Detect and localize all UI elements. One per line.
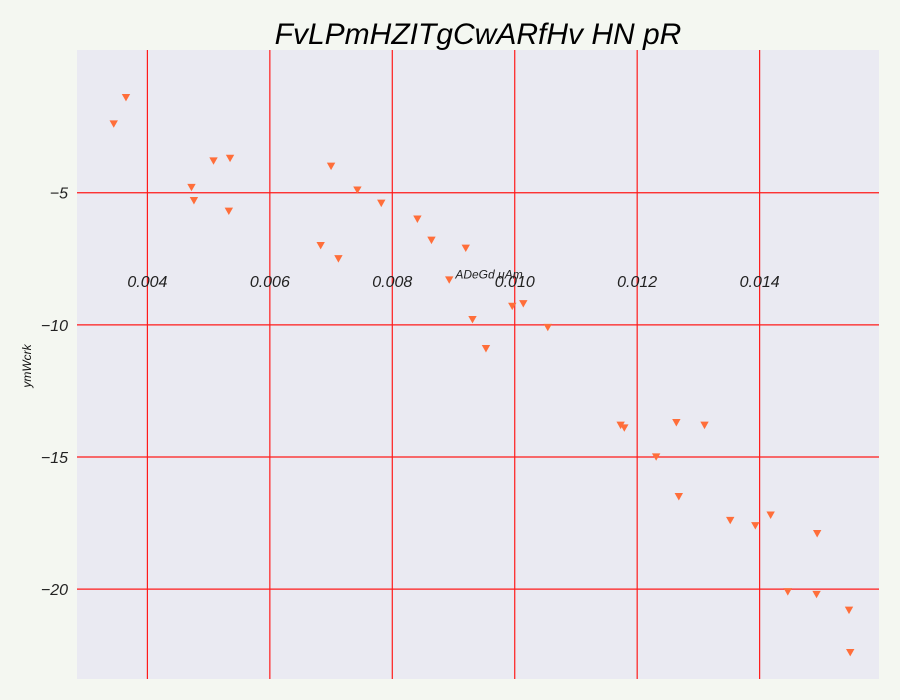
y-tick-labels: −5 −10 −15 −20 bbox=[41, 186, 68, 599]
data-point bbox=[672, 419, 681, 427]
x-tick-label: 0.004 bbox=[127, 274, 167, 291]
y-tick-label: −10 bbox=[41, 318, 68, 335]
data-point bbox=[616, 421, 625, 430]
data-point bbox=[427, 236, 436, 245]
data-point bbox=[413, 215, 422, 223]
data-point bbox=[751, 522, 760, 530]
data-point bbox=[783, 588, 792, 596]
data-point bbox=[620, 424, 629, 432]
data-point bbox=[508, 302, 517, 311]
data-point bbox=[468, 315, 477, 324]
data-point bbox=[316, 241, 325, 250]
data-point bbox=[481, 345, 491, 353]
x-tick-labels: 0.004 0.006 0.008 0.010 0.012 0.014 bbox=[127, 274, 779, 291]
data-point bbox=[812, 530, 822, 538]
x-tick-label: 0.010 bbox=[495, 274, 535, 291]
data-point bbox=[726, 516, 735, 525]
data-point bbox=[846, 648, 855, 657]
data-point bbox=[209, 157, 218, 165]
data-point bbox=[766, 511, 775, 519]
data-point bbox=[225, 154, 235, 163]
data-point bbox=[334, 255, 343, 263]
x-tick-label: 0.006 bbox=[250, 274, 290, 291]
y-tick-label: −15 bbox=[41, 450, 68, 467]
plot-area bbox=[77, 50, 879, 679]
y-axis-label: ymWcrk bbox=[20, 343, 34, 388]
data-point bbox=[445, 276, 454, 284]
data-point bbox=[377, 199, 386, 208]
data-point bbox=[543, 323, 552, 332]
data-point bbox=[326, 162, 336, 171]
grid-lines bbox=[77, 50, 879, 679]
data-point bbox=[461, 244, 470, 253]
data-point bbox=[651, 453, 661, 461]
data-point bbox=[187, 183, 196, 192]
data-point bbox=[189, 197, 199, 205]
x-tick-label: 0.008 bbox=[372, 274, 412, 291]
data-point bbox=[353, 186, 362, 194]
data-point bbox=[121, 93, 131, 102]
y-tick-label: −5 bbox=[50, 186, 68, 203]
data-point bbox=[844, 606, 854, 615]
data-point bbox=[812, 590, 821, 599]
x-tick-label: 0.014 bbox=[740, 274, 780, 291]
data-point bbox=[224, 207, 234, 216]
data-point bbox=[519, 300, 528, 308]
chart-annotation: ADeGd uAm bbox=[454, 268, 522, 282]
data-point bbox=[674, 493, 684, 501]
x-tick-label: 0.012 bbox=[617, 274, 657, 291]
y-tick-label: −20 bbox=[41, 582, 68, 599]
data-points bbox=[109, 93, 855, 657]
chart-title: FvLPmHZITgCwARfHv HN pR bbox=[275, 18, 682, 51]
data-point bbox=[109, 120, 118, 128]
data-point bbox=[700, 421, 709, 430]
